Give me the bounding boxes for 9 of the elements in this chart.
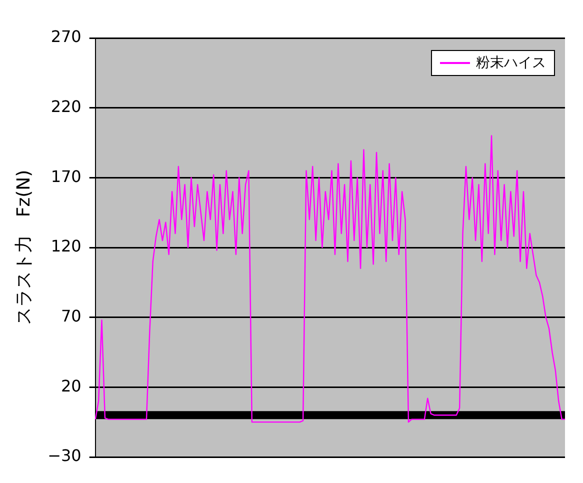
y-tick-label: 220 <box>50 96 82 116</box>
y-tick-label: 270 <box>50 27 82 46</box>
y-tick-label: 120 <box>50 236 82 256</box>
legend-label: 粉末ハイス <box>476 54 546 72</box>
y-tick-label: 20 <box>61 376 82 396</box>
y-axis-title: スラスト力 Fz(N) <box>13 170 34 326</box>
y-tick-label: −30 <box>48 446 82 466</box>
y-tick-label: 70 <box>61 306 82 326</box>
y-tick-label: 170 <box>50 166 82 186</box>
